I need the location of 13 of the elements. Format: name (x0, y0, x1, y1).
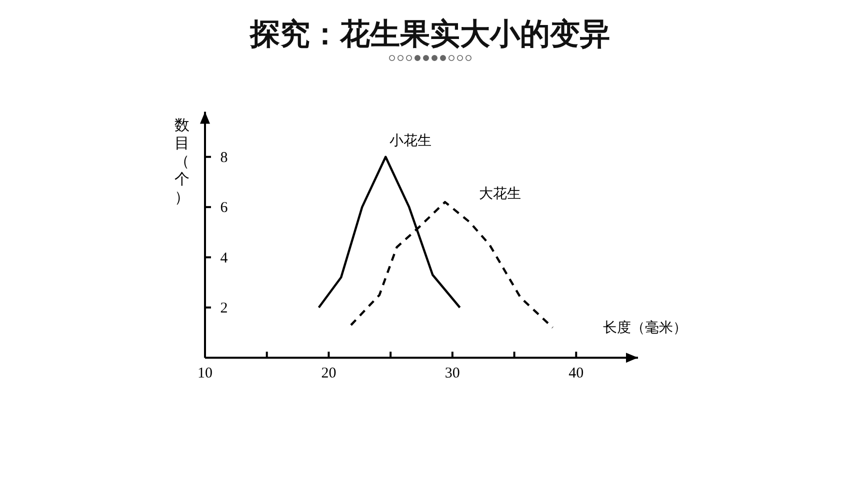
y-tick-label: 6 (220, 200, 228, 216)
x-tick-label: 30 (444, 366, 460, 382)
y-tick-label: 2 (220, 300, 228, 316)
chart-title: 探究：花生果实大小的变异 (249, 17, 610, 52)
series-label: 小花生 (390, 132, 432, 149)
y-tick-label: 4 (220, 250, 228, 266)
x-tick-label: 10 (198, 366, 212, 382)
series-label: 大花生 (479, 186, 522, 202)
x-axis-title: 长度（毫米） (603, 320, 687, 336)
y-axis-title: 数目（个） (174, 116, 190, 206)
x-tick-label: 20 (321, 366, 336, 382)
y-tick-label: 8 (220, 150, 228, 166)
x-tick-label: 40 (568, 366, 584, 382)
